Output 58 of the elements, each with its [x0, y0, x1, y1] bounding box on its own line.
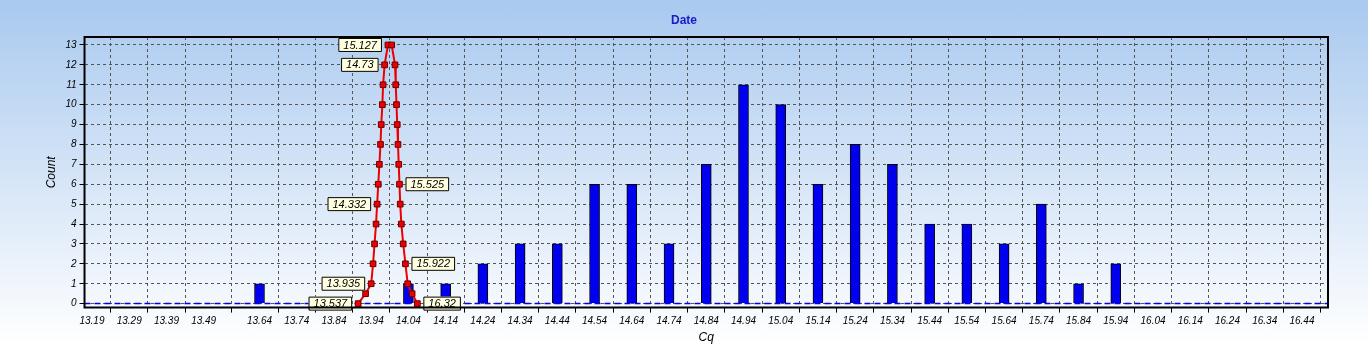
x-tick-label: 13.19	[79, 315, 105, 327]
y-tick-label: 3	[70, 237, 77, 249]
annotation: 16.32	[428, 297, 456, 310]
y-axis-title: Count	[43, 155, 58, 189]
chart-title: Date	[670, 13, 698, 27]
y-tick-label: 1	[70, 277, 77, 289]
annotation: 14.73	[346, 58, 375, 71]
x-tick-label: 16.04	[1140, 315, 1166, 327]
x-tick-label: 16.14	[1177, 315, 1204, 327]
x-tick-label: 13.49	[191, 315, 217, 327]
x-tick-label: 14.34	[507, 315, 534, 327]
x-tick-label: 16.24	[1214, 315, 1241, 327]
x-axis-title: Cq	[698, 330, 715, 345]
x-tick-label: 15.64	[991, 315, 1018, 327]
x-tick-label: 14.94	[730, 315, 757, 327]
y-tick-label: 13	[65, 38, 77, 50]
x-tick-label: 15.34	[879, 315, 906, 327]
y-tick-label: 7	[70, 158, 77, 170]
y-tick-label: 6	[70, 178, 77, 190]
x-tick-label: 14.04	[395, 315, 422, 327]
x-tick-label: 15.54	[954, 315, 980, 327]
y-tick-label: 9	[70, 118, 77, 130]
annotation: 15.127	[343, 38, 378, 51]
y-tick-label: 11	[66, 78, 77, 90]
x-tick-label: 15.74	[1028, 315, 1055, 327]
x-tick-label: 14.54	[582, 315, 608, 327]
y-tick-label: 5	[70, 197, 77, 209]
x-tick-label: 14.74	[656, 315, 682, 327]
x-tick-label: 13.74	[284, 315, 310, 327]
x-tick-label: 14.64	[619, 315, 645, 327]
annotation: 13.935	[326, 277, 362, 290]
x-tick-label: 14.14	[433, 315, 459, 327]
x-tick-label: 16.34	[1252, 315, 1278, 327]
y-tick-label: 0	[70, 297, 77, 309]
x-tick-label: 15.84	[1066, 315, 1092, 327]
x-tick-label: 15.94	[1103, 315, 1129, 327]
x-tick-label: 13.39	[153, 315, 180, 327]
x-tick-label: 14.84	[693, 315, 720, 327]
y-tick-label: 10	[65, 98, 77, 110]
annotation: 13.537	[313, 297, 349, 310]
y-tick-label: 12	[65, 58, 77, 70]
y-tick-label: 2	[69, 257, 77, 269]
y-tick-label: 8	[70, 138, 77, 150]
x-tick-label: 14.44	[544, 315, 571, 327]
x-tick-label: 13.84	[321, 315, 347, 327]
x-tick-label: 13.94	[358, 315, 385, 327]
x-tick-label: 15.44	[917, 315, 943, 327]
x-tick-label: 15.14	[805, 315, 831, 327]
x-tick-label: 15.24	[842, 315, 869, 327]
annotation: 14.332	[332, 197, 367, 210]
annotation: 15.525	[410, 177, 446, 190]
x-tick-label: 13.29	[116, 315, 143, 327]
annotation: 15.922	[416, 257, 451, 270]
y-tick-label: 4	[70, 217, 77, 229]
x-tick-label: 14.24	[470, 315, 496, 327]
x-tick-label: 13.64	[246, 315, 273, 327]
x-tick-label: 16.44	[1289, 315, 1315, 327]
x-tick-label: 15.04	[768, 315, 794, 327]
